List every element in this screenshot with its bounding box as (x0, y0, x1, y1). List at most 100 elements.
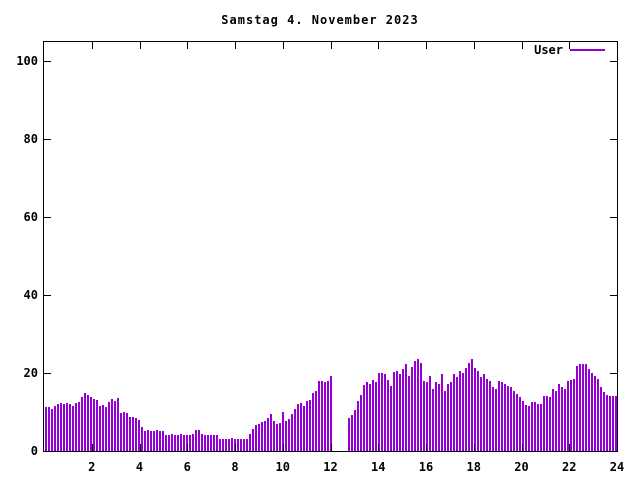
bar (138, 420, 140, 451)
x-tick-bottom (330, 444, 332, 451)
bar (222, 438, 224, 451)
bar (156, 430, 158, 451)
bar (357, 400, 359, 451)
x-tick-top (139, 42, 141, 49)
bar (501, 382, 503, 451)
bar (198, 430, 200, 451)
bar (120, 412, 122, 451)
bar (321, 381, 323, 451)
bar (216, 435, 218, 451)
bar (87, 394, 89, 451)
bar (579, 364, 581, 451)
bar (72, 405, 74, 451)
bar (411, 367, 413, 451)
bar (243, 438, 245, 451)
bar (306, 401, 308, 451)
bar (270, 414, 272, 451)
x-tick-label: 16 (418, 460, 434, 474)
bar (111, 399, 113, 451)
bar (432, 389, 434, 451)
bar (573, 379, 575, 451)
bar (468, 362, 470, 451)
bar (600, 387, 602, 451)
bar (609, 395, 611, 451)
bar (546, 395, 548, 451)
bar (273, 420, 275, 451)
x-tick-top (569, 42, 571, 49)
x-tick-label: 6 (183, 460, 191, 474)
bar (309, 399, 311, 451)
bar (258, 423, 260, 451)
bar (66, 403, 68, 451)
bar (300, 402, 302, 451)
bar (591, 373, 593, 451)
bar (612, 395, 614, 451)
bar (465, 367, 467, 451)
x-tick-label: 18 (466, 460, 481, 474)
bar (195, 430, 197, 451)
bar (291, 414, 293, 451)
bar (99, 405, 101, 451)
x-tick-bottom (91, 444, 93, 451)
bar (57, 404, 59, 451)
bar (132, 417, 134, 451)
bar (405, 364, 407, 451)
x-tick-label: 8 (231, 460, 239, 474)
bar (246, 438, 248, 451)
bar (420, 362, 422, 451)
bar (447, 383, 449, 451)
bar (108, 402, 110, 451)
bar (174, 434, 176, 451)
bar (516, 394, 518, 451)
bar (567, 380, 569, 451)
y-tick-label: 0 (30, 444, 38, 458)
x-tick-label: 20 (514, 460, 529, 474)
bar (135, 417, 137, 451)
bar (477, 370, 479, 451)
x-tick-top (235, 42, 236, 49)
bar (492, 387, 494, 451)
bar (285, 420, 287, 451)
bar (126, 413, 128, 451)
y-tick-right (610, 217, 617, 218)
x-tick-top (91, 42, 93, 49)
bar (522, 401, 524, 451)
y-tick-right (610, 373, 617, 374)
bar (534, 402, 536, 451)
bar (474, 367, 476, 451)
x-tick-top (330, 42, 332, 49)
bars-layer (44, 42, 617, 451)
bar (114, 401, 116, 451)
x-tick-bottom (521, 444, 523, 451)
x-tick-label: 4 (135, 460, 144, 474)
bar (78, 401, 80, 451)
y-tick-label: 40 (23, 288, 38, 302)
x-tick-top (521, 42, 523, 49)
x-tick-bottom (235, 444, 236, 451)
bar (318, 381, 320, 451)
bar (606, 394, 608, 451)
bar (537, 403, 539, 451)
bar (471, 359, 473, 451)
bar (327, 380, 329, 451)
bar (552, 389, 554, 451)
bar (150, 430, 152, 451)
bar (423, 380, 425, 451)
bar (417, 359, 419, 451)
bar (96, 400, 98, 451)
bar (399, 374, 401, 451)
bar (294, 408, 296, 451)
bar (105, 406, 107, 451)
x-tick-top (378, 42, 380, 49)
bar (603, 392, 605, 451)
bar (351, 415, 353, 451)
y-tick-label: 80 (23, 132, 38, 146)
bar (348, 418, 350, 451)
y-tick-label: 100 (16, 54, 38, 68)
bar (279, 422, 281, 451)
bar (483, 374, 485, 451)
x-tick-bottom (139, 444, 141, 451)
bar (588, 369, 590, 451)
bar (249, 433, 251, 451)
bar (387, 380, 389, 451)
